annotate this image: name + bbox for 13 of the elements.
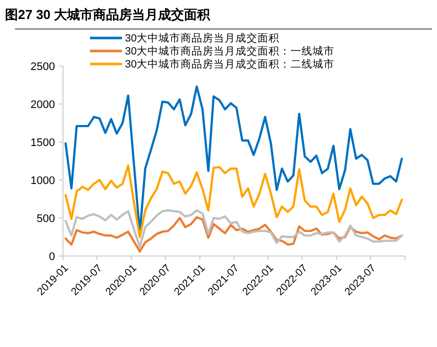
y-tick-label: 2000 xyxy=(30,98,55,111)
line-series xyxy=(64,209,403,248)
y-tick-label: 2500 xyxy=(30,60,55,73)
legend-label: 30大中城市商品房当月成交面积：二线城市 xyxy=(125,58,335,71)
y-tick-label: 1000 xyxy=(30,174,55,187)
y-tick-label: 0 xyxy=(48,250,55,263)
legend-label: 30大中城市商品房当月成交面积：一线城市 xyxy=(125,44,335,58)
y-tick-label: 500 xyxy=(36,212,55,225)
line-series xyxy=(64,216,403,253)
y-tick-label: 1500 xyxy=(30,136,55,149)
chart-title: 图27 30 大城市商品房当月成交面积 xyxy=(5,7,212,22)
line-series xyxy=(64,164,403,238)
legend-label: 30大中城市商品房当月成交面积 xyxy=(125,32,280,45)
